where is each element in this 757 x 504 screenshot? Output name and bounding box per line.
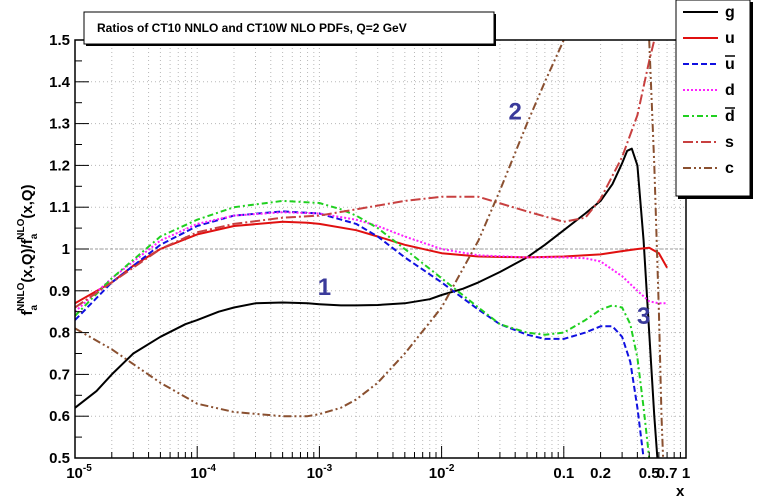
x-tick-exp-2: -3 [323,463,332,474]
legend-label-s: s [725,134,734,151]
y-tick-label-7: 1.2 [49,157,70,174]
series-g-line [75,147,659,458]
series-dbar-line [75,199,651,458]
x-tick-label-4: 0.1 [553,465,574,482]
legend-box [675,0,751,197]
annotation-3: 3 [637,303,650,330]
y-label-sup-nnlo: NNLO [16,282,27,311]
title-box [83,11,495,45]
y-label-f: f [19,310,36,316]
x-tick-label-6: 0.5 [639,465,660,482]
series-d-line [75,211,668,313]
legend-label-dbar: d [725,108,735,125]
y-label-sub-a2: a [29,233,40,239]
y-tick-label-3: 0.8 [49,325,70,342]
series-c_tail-line [648,40,665,458]
legend-shadow-bottom [678,196,753,199]
series-s-line [75,40,656,309]
x-tick-exp-0: -5 [83,463,92,474]
x-tick-label-5: 0.2 [590,465,611,482]
title-box-shadow-right [494,14,496,46]
y-label-end: (x,Q) [19,184,36,218]
series-c-line [75,40,565,418]
x-tick-base-1: 10 [190,465,207,482]
y-label-sub-a: a [29,305,40,311]
x-tick-exp-3: -2 [445,463,454,474]
series-layer [75,40,668,458]
y-tick-label-1: 0.6 [49,408,70,425]
annotation-1: 1 [318,274,331,301]
y-label-mid: (x,Q)/f [19,238,36,282]
x-tick-base-0: 10 [66,465,83,482]
y-tick-label-4: 0.9 [49,283,70,300]
x-tick-base-2: 10 [307,465,324,482]
legend-label-d: d [725,82,735,99]
y-tick-label-6: 1.1 [49,199,70,216]
ticks-layer [74,39,681,459]
legend-label-ubar: u [725,56,735,73]
y-tick-label-5: 1 [62,241,70,258]
y-tick-label-0: 0.5 [49,450,70,467]
x-tick-label-7: 0.7 [657,465,678,482]
title-box-shadow-bottom [86,44,496,46]
x-tick-label-3: 10-2 [429,463,455,482]
annotations: 1 2 3 [318,98,651,330]
x-tick-label-2: 10-3 [307,463,333,482]
y-tick-label-9: 1.4 [49,74,71,91]
tick-labels: 0.50.60.70.80.911.11.21.31.41.510-5 10-4 1… [49,32,690,482]
x-tick-label-1: 10-4 [190,463,216,482]
legend-label-c: c [725,160,734,177]
x-axis-label: x [676,483,685,500]
y-tick-label-8: 1.3 [49,116,70,133]
annotation-2: 2 [508,98,521,125]
legend-shadow-right [750,2,753,198]
y-label-sup-nlo: NLO [16,218,27,239]
x-tick-base-3: 10 [429,465,446,482]
x-tick-label-8: 1 [682,465,690,482]
x-tick-exp-1: -4 [207,463,216,474]
chart-title: Ratios of CT10 NNLO and CT10W NLO PDFs, … [97,21,407,35]
x-tick-label-0: 10-5 [66,463,92,482]
grid-layer [74,39,686,459]
y-axis-label-text: faNNLO(x,Q)/faNLO(x,Q) [16,184,40,315]
series-u-line [75,220,668,305]
y-tick-label-10: 1.5 [49,32,70,49]
legend-label-g: g [725,4,735,21]
legend-label-u: u [725,30,735,47]
y-axis-label: faNNLO(x,Q)/faNLO(x,Q) [16,184,40,315]
y-tick-label-2: 0.7 [49,366,70,383]
